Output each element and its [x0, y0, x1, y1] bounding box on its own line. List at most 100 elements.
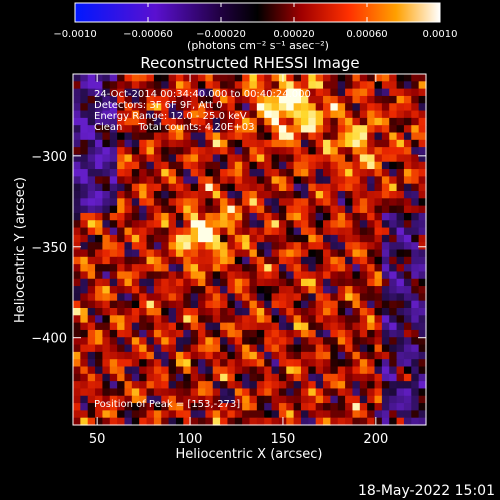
heatmap-cell: [146, 103, 155, 112]
heatmap-cell: [220, 183, 229, 192]
heatmap-cell: [403, 395, 412, 404]
heatmap-cell: [367, 271, 376, 280]
heatmap-cell: [367, 227, 376, 236]
heatmap-cell: [198, 395, 206, 404]
heatmap-cell: [330, 74, 339, 82]
heatmap-cell: [264, 395, 273, 404]
heatmap-cell: [212, 205, 221, 214]
heatmap-cell: [168, 169, 177, 177]
heatmap-cell: [323, 110, 331, 119]
heatmap-cell: [198, 74, 206, 82]
heatmap-cell: [117, 344, 126, 353]
heatmap-cell: [359, 249, 368, 258]
info-block: 24-Oct-2014 00:34:40.000 to 00:40:24.000…: [94, 89, 311, 133]
heatmap-cell: [367, 373, 376, 382]
heatmap-cell: [146, 132, 155, 141]
heatmap-cell: [264, 322, 273, 331]
heatmap-cell: [345, 81, 354, 90]
heatmap-cell: [315, 271, 324, 280]
heatmap-cell: [146, 381, 155, 390]
heatmap-cell: [411, 271, 420, 280]
heatmap-cell: [153, 337, 162, 346]
heatmap-cell: [315, 373, 324, 382]
heatmap-cell: [124, 212, 133, 221]
heatmap-cell: [315, 161, 324, 170]
heatmap-cell: [271, 264, 280, 273]
heatmap-cell: [117, 308, 126, 316]
heatmap-cell: [73, 125, 81, 134]
heatmap-cell: [374, 300, 383, 309]
heatmap-cell: [359, 395, 368, 404]
heatmap-cell: [249, 169, 258, 177]
heatmap-cell: [411, 417, 420, 426]
heatmap-cell: [242, 234, 251, 243]
heatmap-cell: [359, 410, 368, 419]
heatmap-cell: [330, 117, 339, 126]
heatmap-cell: [330, 161, 339, 170]
heatmap-cell: [256, 74, 265, 82]
heatmap-cell: [315, 337, 324, 346]
heatmap-cell: [80, 286, 89, 294]
heatmap-cell: [300, 293, 309, 302]
heatmap-cell: [323, 161, 331, 170]
heatmap-cell: [234, 417, 243, 426]
heatmap-cell: [345, 154, 354, 163]
heatmap-cell: [227, 234, 236, 243]
heatmap-cell: [374, 227, 383, 236]
heatmap-cell: [359, 147, 368, 156]
heatmap-cell: [389, 198, 398, 207]
heatmap-cell: [205, 176, 214, 185]
heatmap-cell: [234, 176, 243, 185]
heatmap-cell: [359, 337, 368, 346]
heatmap-cell: [256, 337, 265, 346]
heatmap-cell: [403, 176, 412, 185]
heatmap-cell: [220, 227, 229, 236]
heatmap-cell: [315, 234, 324, 243]
heatmap-cell: [198, 308, 206, 316]
heatmap-cell: [359, 278, 368, 287]
heatmap-cell: [168, 344, 177, 353]
heatmap-cell: [418, 278, 427, 287]
heatmap-cell: [102, 395, 111, 404]
heatmap-cell: [153, 256, 162, 265]
heatmap-cell: [175, 88, 184, 97]
heatmap-cell: [381, 227, 390, 236]
heatmap-cell: [256, 183, 265, 192]
heatmap-cell: [146, 212, 155, 221]
heatmap-cell: [264, 191, 273, 199]
heatmap-cell: [124, 95, 133, 104]
heatmap-cell: [389, 410, 398, 419]
heatmap-cell: [139, 242, 148, 251]
heatmap-cell: [352, 103, 361, 112]
heatmap-cell: [367, 176, 376, 185]
heatmap-cell: [249, 227, 258, 236]
heatmap-cell: [278, 227, 287, 236]
heatmap-cell: [249, 161, 258, 170]
heatmap-cell: [411, 293, 420, 302]
heatmap-cell: [161, 242, 170, 251]
heatmap-cell: [80, 417, 89, 426]
heatmap-cell: [271, 242, 280, 251]
heatmap-cell: [190, 315, 199, 324]
heatmap-cell: [220, 95, 229, 104]
heatmap-cell: [190, 183, 199, 192]
heatmap-cell: [227, 139, 236, 148]
heatmap-cell: [124, 410, 133, 419]
heatmap-cell: [411, 242, 420, 251]
heatmap-cell: [131, 117, 140, 126]
heatmap-cell: [175, 300, 184, 309]
heatmap-cell: [286, 125, 295, 134]
heatmap-cell: [73, 395, 81, 404]
heatmap-cell: [117, 337, 126, 346]
heatmap-cell: [249, 220, 258, 229]
heatmap-cell: [190, 242, 199, 251]
heatmap-cell: [80, 337, 89, 346]
heatmap-cell: [175, 81, 184, 90]
heatmap-cell: [190, 117, 199, 126]
heatmap-cell: [271, 395, 280, 404]
heatmap-cell: [389, 227, 398, 236]
heatmap-cell: [242, 308, 251, 316]
heatmap-cell: [109, 117, 118, 126]
heatmap-cell: [359, 227, 368, 236]
heatmap-cell: [286, 81, 295, 90]
